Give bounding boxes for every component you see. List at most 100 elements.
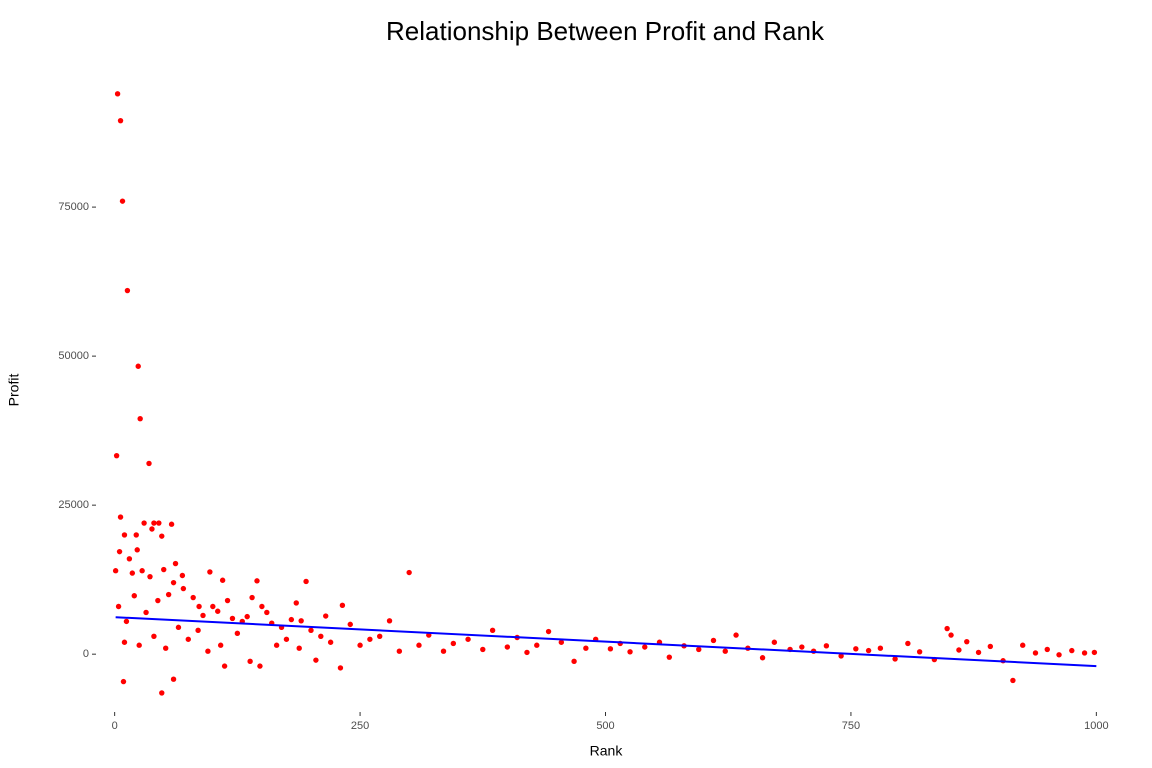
point [406, 569, 412, 576]
point [759, 655, 766, 661]
point [172, 560, 179, 567]
x-tick-label: 750 [842, 720, 860, 732]
point [722, 648, 728, 654]
point [149, 526, 155, 532]
point [139, 568, 145, 574]
point [308, 627, 314, 634]
point [339, 602, 346, 608]
y-tick-label: 0 [83, 648, 89, 660]
point [558, 639, 565, 645]
point [146, 460, 152, 467]
point [151, 633, 157, 639]
point [771, 639, 778, 645]
point [200, 612, 206, 619]
point [377, 633, 383, 639]
point [257, 663, 263, 669]
point [215, 608, 221, 614]
point [1091, 649, 1098, 656]
point [254, 578, 260, 584]
point [465, 636, 471, 642]
point [159, 690, 165, 696]
point [440, 648, 447, 654]
point [583, 645, 589, 651]
point [124, 287, 131, 294]
point [627, 649, 633, 655]
point [163, 645, 169, 651]
point [219, 577, 226, 583]
point [195, 627, 201, 634]
point [131, 593, 137, 599]
chart-title: Relationship Between Profit and Rank [386, 16, 825, 46]
point [170, 676, 177, 682]
point [283, 636, 290, 642]
point [179, 572, 186, 579]
point [244, 613, 250, 620]
point [259, 603, 265, 610]
point [116, 548, 123, 555]
point [120, 678, 127, 685]
point [710, 637, 717, 644]
point [696, 646, 702, 653]
point [1081, 650, 1088, 656]
point [396, 648, 403, 654]
point [112, 568, 119, 574]
point [545, 628, 552, 635]
point [318, 633, 324, 639]
point [298, 618, 304, 624]
point [185, 636, 191, 642]
point [175, 624, 182, 631]
point [1069, 647, 1075, 654]
point [642, 644, 648, 650]
point [123, 618, 130, 625]
point [964, 638, 970, 645]
point [666, 654, 673, 660]
x-tick-label: 1000 [1084, 720, 1108, 732]
point [135, 363, 141, 369]
y-tick-label: 50000 [58, 350, 89, 362]
point [129, 570, 136, 576]
point [1020, 642, 1026, 648]
point [121, 532, 128, 538]
point [119, 198, 126, 204]
point [133, 532, 139, 538]
point [571, 658, 577, 665]
trend-line [115, 616, 1097, 668]
point [892, 656, 898, 662]
point [905, 640, 911, 647]
x-tick-label: 500 [596, 720, 614, 732]
point [956, 647, 962, 653]
y-tick-label: 25000 [58, 499, 89, 511]
point [504, 644, 511, 650]
point [313, 657, 319, 663]
y-axis-label: Profit [6, 374, 22, 407]
point [450, 640, 457, 647]
point [168, 521, 175, 527]
point [327, 639, 334, 645]
y-tick-label: 75000 [58, 201, 89, 213]
point [217, 642, 224, 648]
point [161, 566, 167, 573]
point [151, 520, 157, 526]
point [143, 609, 149, 616]
point [948, 632, 954, 638]
x-axis-label: Rank [590, 743, 624, 759]
point [975, 649, 982, 656]
point [916, 649, 923, 655]
point [416, 642, 422, 648]
point [221, 663, 228, 669]
point [205, 648, 211, 654]
point [137, 416, 143, 422]
point [121, 639, 128, 645]
point [799, 644, 805, 650]
point [838, 653, 844, 659]
point [987, 643, 994, 650]
point [323, 613, 329, 619]
point [114, 91, 121, 97]
point [489, 627, 496, 634]
point [113, 452, 120, 459]
point [733, 632, 739, 638]
point [524, 649, 530, 656]
point [117, 514, 124, 520]
point [1010, 677, 1016, 684]
